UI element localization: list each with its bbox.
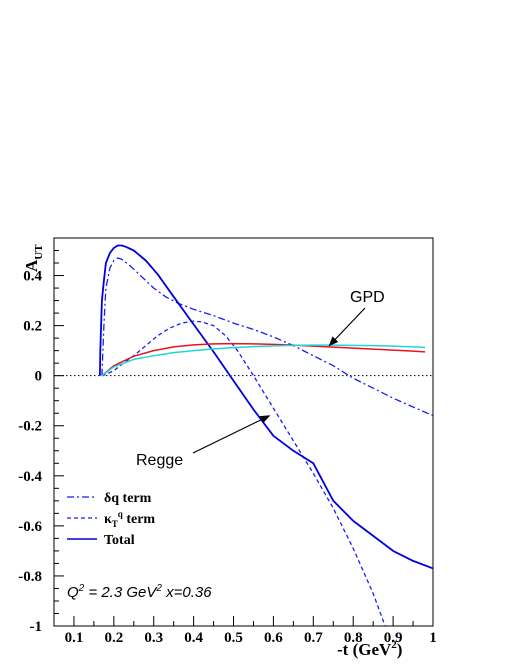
note-q: Q xyxy=(67,584,79,601)
x-tick-label: 0.2 xyxy=(104,630,123,646)
y-axis-title-sub: UT xyxy=(33,244,45,260)
note-mid: = 2.3 GeV xyxy=(84,584,158,601)
legend-label-kappa-sub: T xyxy=(112,519,118,529)
y-tick-label: -1 xyxy=(30,619,43,635)
legend-label-kappa-tail: term xyxy=(123,512,156,527)
legend-item-dq: δq term xyxy=(67,491,152,506)
legend-item-kappa: κTq term xyxy=(67,509,155,529)
y-tick-label: -0.8 xyxy=(18,569,42,585)
plot-frame xyxy=(53,237,434,627)
legend-label-kappa-main: κ xyxy=(104,512,112,527)
annotation-regge-label: Regge xyxy=(136,452,183,469)
y-tick-label: -0.4 xyxy=(18,469,42,485)
y-tick-label: -0.6 xyxy=(18,519,42,535)
x-axis: 0.1 0.2 0.3 0.4 0.5 0.6 0.7 0.8 0.9 1 xyxy=(65,616,437,646)
x-tick-label: 0.5 xyxy=(224,630,243,646)
note-q-sup: 2 xyxy=(78,583,85,594)
x-tick-label: 0.3 xyxy=(144,630,163,646)
y-tick-label: -0.2 xyxy=(18,419,42,435)
note-mid-sup: 2 xyxy=(155,583,162,594)
annotation-gpd-arrow xyxy=(328,307,366,347)
y-axis-title: AUT xyxy=(22,244,45,272)
series-line-0 xyxy=(101,257,433,417)
x-tick-label: 0.1 xyxy=(65,630,84,646)
x-axis-title-sup: 2 xyxy=(391,639,397,651)
x-tick-label: 0.8 xyxy=(344,630,363,646)
y-tick-label: 0.4 xyxy=(23,269,42,285)
legend-label-dq: δq term xyxy=(104,491,152,506)
x-axis-title-tail: ) xyxy=(397,640,403,659)
annotation-regge-arrow xyxy=(192,415,271,454)
legend-label-total: Total xyxy=(104,533,135,548)
annotation-gpd-label: GPD xyxy=(350,289,385,306)
legend: δq term κTq term Total xyxy=(67,491,155,548)
x-axis-title-main: -t (GeV xyxy=(337,640,392,659)
x-tick-label: 1 xyxy=(429,630,437,646)
y-tick-label: 0 xyxy=(35,369,43,385)
series-line-3 xyxy=(101,342,426,377)
legend-item-total: Total xyxy=(67,533,135,548)
y-tick-label: 0.2 xyxy=(23,319,42,335)
x-tick-label: 0.6 xyxy=(264,630,283,646)
kinematics-note: Q2 = 2.3 GeV2 x=0.36 xyxy=(67,583,212,601)
x-tick-label: 0.4 xyxy=(184,630,203,646)
series-line-1 xyxy=(101,320,386,626)
series-line-2 xyxy=(99,244,433,570)
note-tail: x=0.36 xyxy=(162,584,212,601)
series-line-4 xyxy=(101,344,426,377)
x-tick-label: 0.7 xyxy=(304,630,323,646)
legend-label-kappa-sup: q xyxy=(118,509,123,519)
y-axis: -1 -0.8 -0.6 -0.4 -0.2 0 0.2 0.4 xyxy=(18,237,64,635)
x-tick-label: 0.9 xyxy=(384,630,403,646)
y-axis-title-main: A xyxy=(22,259,41,272)
legend-label-kappa: κTq term xyxy=(104,509,155,529)
x-axis-title: -t (GeV2) xyxy=(337,639,402,659)
series-group xyxy=(99,244,433,626)
